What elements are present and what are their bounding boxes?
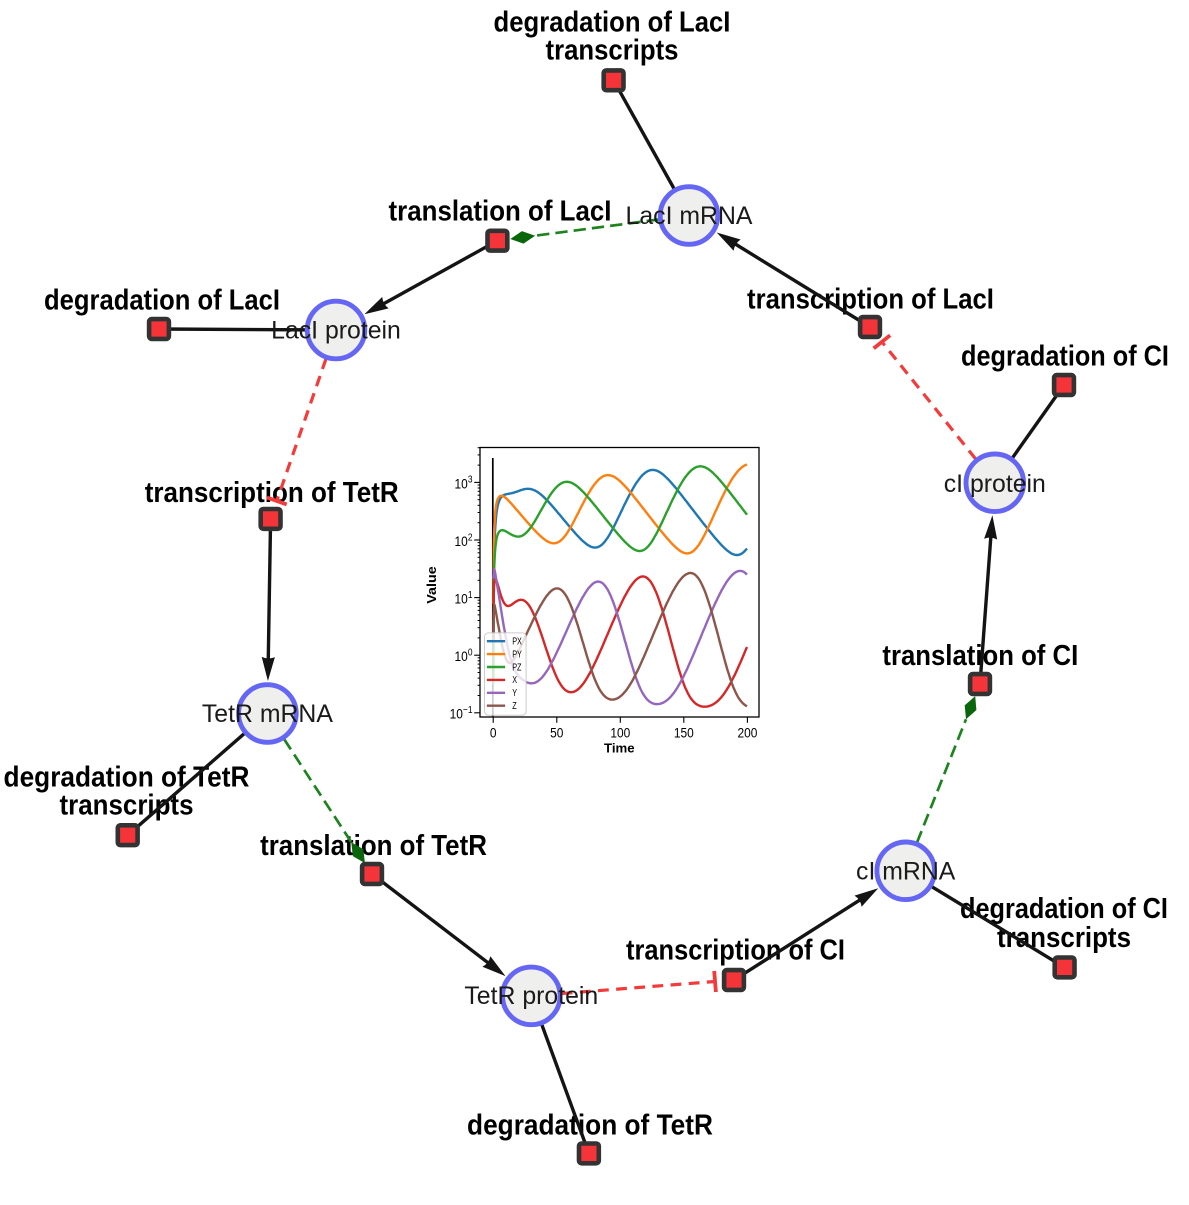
svg-text:LacI mRNA: LacI mRNA	[626, 202, 753, 230]
svg-text:cI protein: cI protein	[944, 470, 1046, 498]
svg-text:degradation of CI: degradation of CI	[960, 891, 1168, 924]
svg-text:50: 50	[550, 724, 563, 740]
svg-text:PY: PY	[512, 648, 522, 659]
svg-text:transcripts: transcripts	[60, 788, 194, 821]
svg-text:TetR mRNA: TetR mRNA	[202, 700, 333, 728]
svg-text:Time: Time	[604, 741, 635, 756]
svg-text:degradation of TetR: degradation of TetR	[467, 1108, 713, 1140]
svg-text:0: 0	[490, 724, 497, 740]
svg-text:PX: PX	[512, 635, 522, 646]
svg-text:Y: Y	[512, 687, 517, 698]
svg-text:transcripts: transcripts	[997, 921, 1131, 954]
svg-text:translation of TetR: translation of TetR	[260, 829, 487, 862]
svg-text:Value: Value	[424, 566, 438, 604]
svg-text:PZ: PZ	[512, 661, 521, 672]
svg-text:LacI protein: LacI protein	[271, 316, 401, 344]
svg-text:transcription of TetR: transcription of TetR	[145, 476, 399, 509]
svg-text:degradation of LacI: degradation of LacI	[494, 5, 731, 38]
svg-text:Z: Z	[512, 700, 516, 711]
svg-text:degradation of LacI: degradation of LacI	[44, 283, 280, 316]
svg-text:X: X	[512, 674, 517, 685]
svg-text:200: 200	[737, 724, 757, 740]
svg-text:transcription of CI: transcription of CI	[626, 933, 845, 966]
svg-text:100: 100	[610, 724, 630, 740]
svg-text:transcripts: transcripts	[546, 33, 679, 66]
svg-text:TetR protein: TetR protein	[464, 982, 598, 1010]
svg-text:translation of LacI: translation of LacI	[389, 194, 612, 227]
svg-text:transcription of LacI: transcription of LacI	[747, 282, 994, 315]
svg-text:degradation of CI: degradation of CI	[961, 339, 1169, 372]
svg-text:cI mRNA: cI mRNA	[856, 857, 956, 885]
svg-text:150: 150	[674, 724, 694, 740]
